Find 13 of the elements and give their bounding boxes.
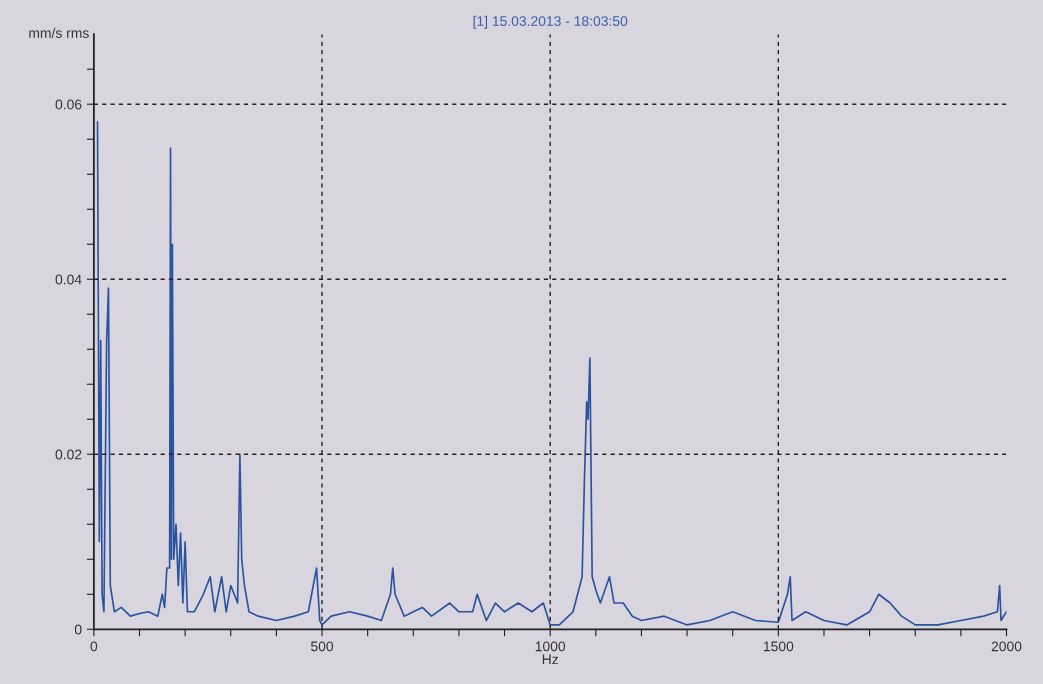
line-series <box>96 120 1007 626</box>
x-tick-label: 0 <box>90 641 98 652</box>
y-axis-title: mm/s rms <box>29 27 89 38</box>
y-tick-label: 0.06 <box>55 99 82 110</box>
x-axis-title: Hz <box>542 654 558 665</box>
y-tick-label: 0.04 <box>55 274 82 285</box>
x-tick-label: 500 <box>311 641 334 652</box>
x-tick-label: 1000 <box>535 641 566 652</box>
chart-title: [1] 15.03.2013 - 18:03:50 <box>473 15 628 29</box>
x-tick-label: 2000 <box>991 641 1022 652</box>
y-tick-label: 0 <box>74 624 82 635</box>
y-tick-label: 0.02 <box>55 449 82 460</box>
x-tick-label: 1500 <box>763 641 794 652</box>
